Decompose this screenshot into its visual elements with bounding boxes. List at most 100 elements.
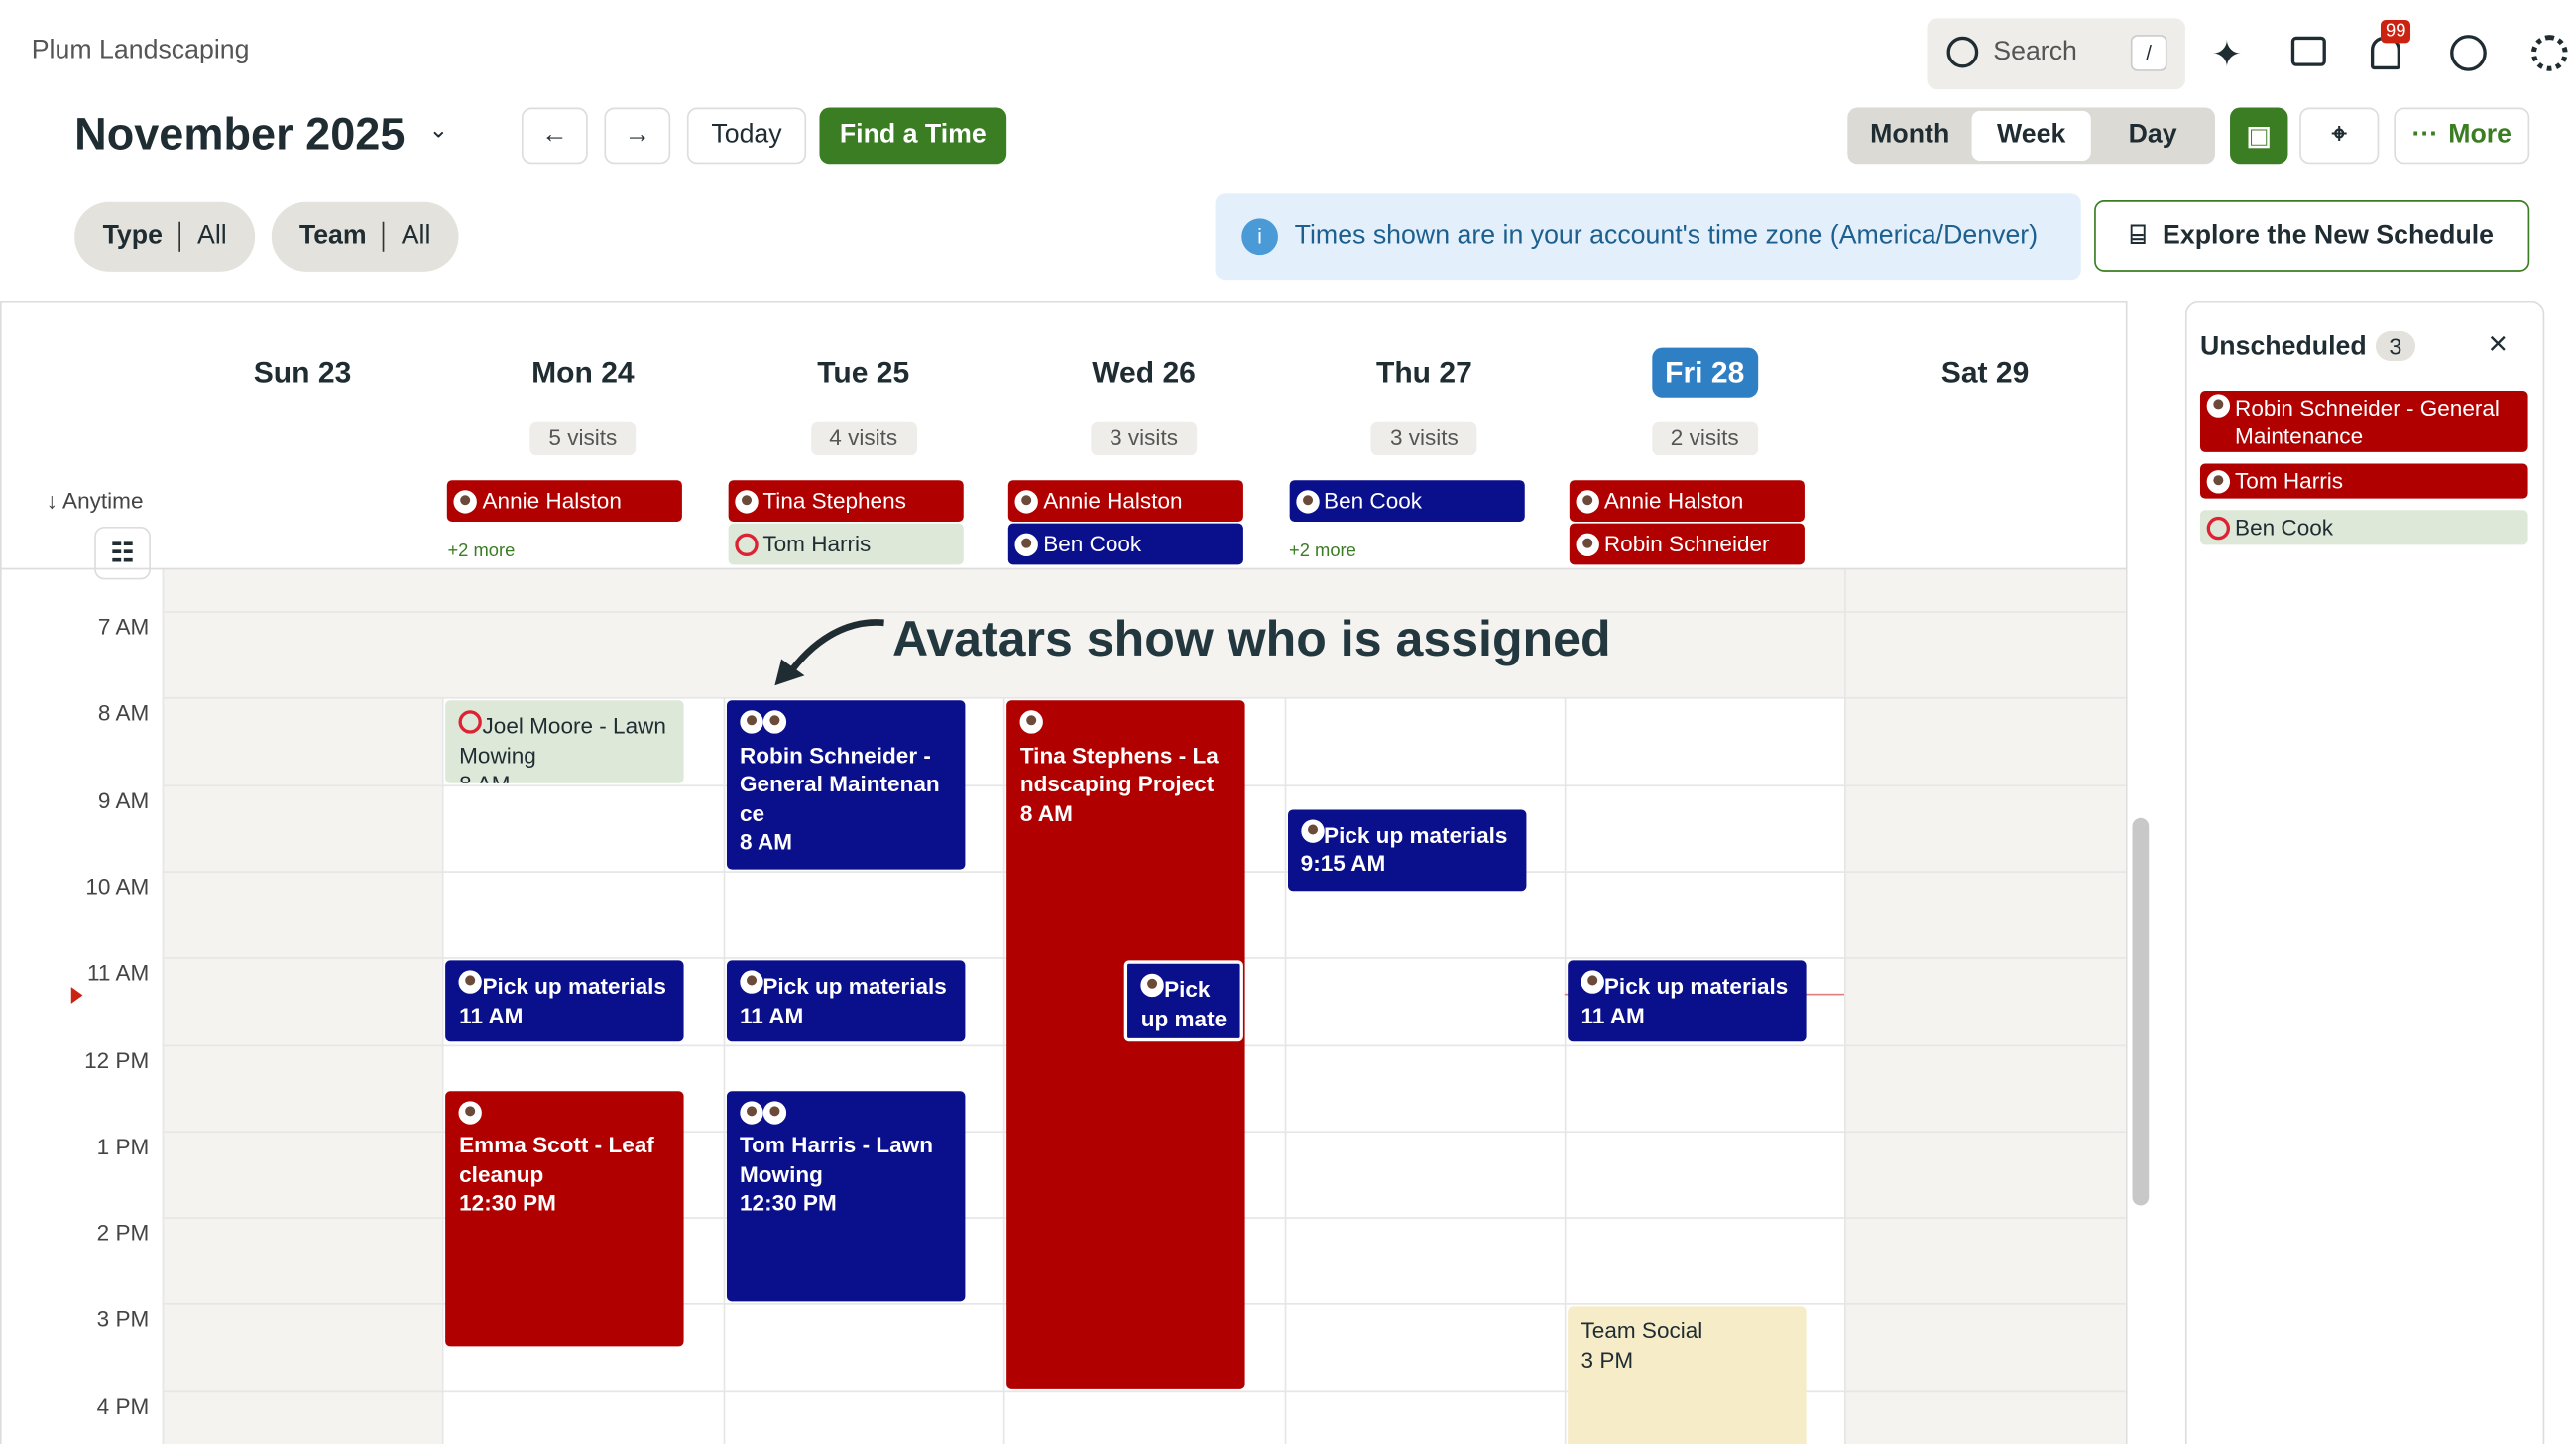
annotation: Avatars show who is assigned xyxy=(891,612,1611,667)
anytime-visit[interactable]: Annie Halston xyxy=(447,480,683,522)
next-button[interactable]: → xyxy=(604,107,671,165)
explore-button[interactable]: ⌸ Explore the New Schedule xyxy=(2094,200,2530,272)
filter-pill[interactable]: Team All xyxy=(271,201,459,272)
anytime-visit[interactable]: Tina Stephens xyxy=(728,480,964,522)
view-option[interactable]: Week xyxy=(1972,110,2091,161)
hour-line xyxy=(162,1389,2126,1392)
unassigned-icon xyxy=(459,710,483,735)
avatar xyxy=(1140,974,1165,998)
notification-badge: 99 xyxy=(2380,20,2411,44)
day-column xyxy=(1844,567,2126,1444)
today-button[interactable]: Today xyxy=(686,107,807,165)
day-column xyxy=(162,567,443,1444)
event[interactable]: Joel Moore - Lawn Mowing 8 AM xyxy=(445,700,685,783)
hour-label: 10 AM xyxy=(85,874,150,900)
event-time: 12:30 PM xyxy=(459,1190,556,1216)
avatar xyxy=(2206,394,2231,418)
event[interactable]: Robin Schneider - General Maintenance 8 A… xyxy=(726,700,966,870)
hour-label: 9 AM xyxy=(97,787,150,813)
map-button[interactable]: ⌖ xyxy=(2299,107,2380,165)
unscheduled-visit[interactable]: Tom Harris xyxy=(2199,463,2528,499)
event-time: 12:30 PM xyxy=(739,1190,837,1216)
prev-button[interactable]: ← xyxy=(521,107,588,165)
more-button[interactable]: ··· More xyxy=(2394,107,2530,165)
find-time-button[interactable]: Find a Time xyxy=(819,107,1007,165)
anytime-visit[interactable]: Ben Cook xyxy=(1288,480,1525,522)
event-title: Pick up materials xyxy=(1603,974,1789,1000)
period-chevron[interactable]: ⌄ xyxy=(428,115,449,143)
filter-label: Team xyxy=(298,221,367,251)
event-time: 11 AM xyxy=(739,1003,804,1028)
hour-label: 12 PM xyxy=(84,1047,150,1073)
filter-value: All xyxy=(197,221,227,251)
event-time: 9:15 AM xyxy=(1300,851,1386,877)
hour-line xyxy=(162,697,2126,700)
anytime-visit-title: Tina Stephens xyxy=(762,488,906,514)
anytime-visit[interactable]: Robin Schneider xyxy=(1569,523,1805,565)
more-link[interactable]: +2 more xyxy=(1288,541,1356,562)
avatar xyxy=(762,710,786,735)
unassigned-icon xyxy=(2206,516,2231,540)
hour-label: 1 PM xyxy=(96,1134,150,1159)
event-time: 8 AM xyxy=(1019,800,1073,826)
event-title: Team Social xyxy=(1581,1318,1703,1344)
event[interactable]: Emma Scott - Leaf cleanup 12:30 PM xyxy=(445,1090,685,1346)
more-label: More xyxy=(2448,120,2513,150)
early-hours xyxy=(442,567,724,698)
more-dots: ··· xyxy=(2411,120,2439,150)
avatar xyxy=(739,710,763,735)
anytime-visit-title: Ben Cook xyxy=(1043,531,1142,557)
event[interactable]: Pick up materials 9:15 AM xyxy=(1287,808,1526,892)
help-icon[interactable] xyxy=(2450,35,2487,71)
view-option[interactable]: Month xyxy=(1870,120,1950,150)
search-box[interactable]: Search / xyxy=(1927,18,2185,90)
event[interactable]: Tina Stephens - Landscaping Project 8 AM xyxy=(1006,700,1245,1389)
hour-label: 4 PM xyxy=(96,1393,150,1419)
settings-icon[interactable] xyxy=(2530,35,2568,71)
unscheduled-panel: Unscheduled 3 × Robin Schneider - Genera… xyxy=(2184,301,2545,1444)
unscheduled-title: Unscheduled xyxy=(2199,332,2367,361)
anytime-visit[interactable]: Annie Halston xyxy=(1569,480,1805,522)
avatar xyxy=(2206,469,2231,493)
filter-pill[interactable]: Type All xyxy=(74,201,256,272)
close-button[interactable]: × xyxy=(2488,325,2509,363)
annotation-arrow xyxy=(774,619,884,686)
anytime-visit[interactable]: Ben Cook xyxy=(1008,523,1244,565)
event[interactable]: Team Social 3 PM xyxy=(1568,1307,1807,1444)
period-title[interactable]: November 2025 xyxy=(74,109,406,160)
ai-icon[interactable]: ✦ xyxy=(2211,33,2243,75)
event[interactable]: Tom Harris - Lawn Mowing 12:30 PM xyxy=(726,1090,966,1303)
day-header: Sun 23 xyxy=(163,356,443,391)
avatar xyxy=(762,1100,786,1125)
search-icon xyxy=(1946,36,1979,68)
anytime-divider xyxy=(0,567,2128,570)
org-name: Plum Landscaping xyxy=(31,36,250,65)
unscheduled-title: Tom Harris xyxy=(2235,468,2344,494)
info-icon: i xyxy=(1241,218,1278,256)
calendar-toggle[interactable]: ▣ xyxy=(2230,107,2288,165)
anytime-visit[interactable]: Tom Harris xyxy=(728,523,964,565)
event-time: 3 PM xyxy=(1581,1347,1634,1373)
list-toggle[interactable]: ☷ xyxy=(94,526,151,580)
unscheduled-count: 3 xyxy=(2375,330,2415,361)
event-title: Tom Harris - Lawn Mowing xyxy=(739,1133,933,1187)
unscheduled-visit[interactable]: Robin Schneider - General Maintenance xyxy=(2199,391,2528,452)
explore-icon: ⌸ xyxy=(2130,220,2147,250)
hour-label: 2 PM xyxy=(96,1220,150,1246)
avatar xyxy=(1295,489,1320,513)
anytime-visit[interactable]: Annie Halston xyxy=(1008,480,1244,522)
event-time: 11 AM xyxy=(459,1003,524,1028)
messages-icon[interactable] xyxy=(2290,36,2326,66)
day-header: Thu 27 xyxy=(1284,356,1565,391)
unscheduled-visit[interactable]: Ben Cook xyxy=(2199,510,2528,545)
filter-label: Type xyxy=(102,221,163,251)
day-name: Sun 23 xyxy=(253,355,352,390)
view-option[interactable]: Day xyxy=(2128,120,2177,150)
more-link[interactable]: +2 more xyxy=(447,541,516,562)
